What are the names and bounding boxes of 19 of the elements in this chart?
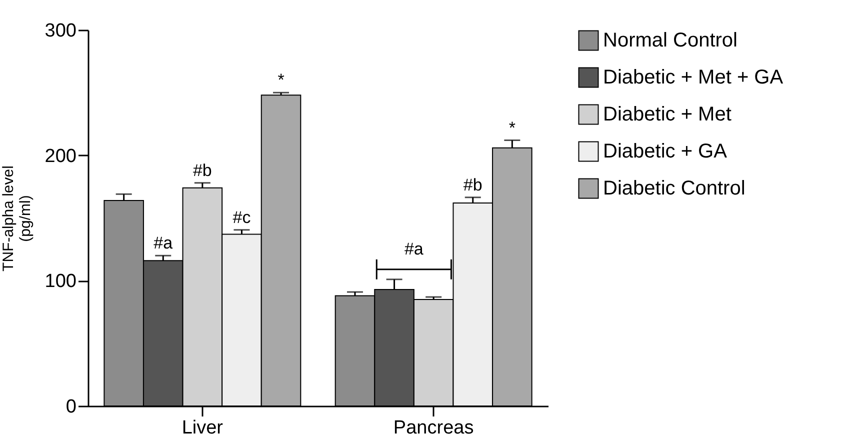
y-tick-label: 100 [44,271,76,292]
y-axis-title: TNF-alpha level (pg/ml) [0,166,34,272]
data-label: #a [154,234,174,253]
x-tick-label: Pancreas [393,418,474,438]
legend-label: Diabetic + Met [603,104,732,126]
data-label: #b [192,160,212,180]
data-label: #c [232,208,252,227]
x-tick-label: Liver [182,418,224,438]
data-label: * [278,70,285,90]
annotation: #a [404,239,424,258]
legend-label: Diabetic Control [603,178,746,200]
y-tick-label: 200 [44,146,76,167]
y-tick-label: 300 [44,20,76,42]
data-label: * [508,118,516,138]
y-tick-label: 0 [66,396,76,418]
legend-label: Diabetic + GA [603,140,728,162]
legend-label: Normal Control [603,30,738,52]
data-label: #b [463,175,482,194]
legend-label: Diabetic + Met + GA [603,66,784,88]
